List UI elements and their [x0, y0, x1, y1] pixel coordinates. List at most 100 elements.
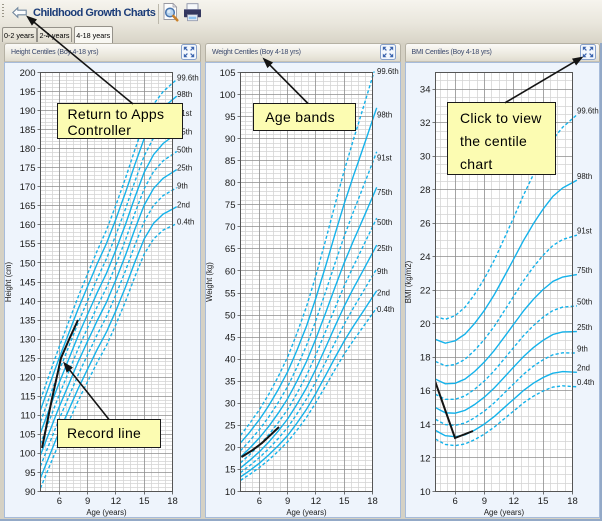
svg-text:12: 12 — [509, 496, 520, 507]
svg-text:125: 125 — [20, 354, 36, 365]
svg-text:22: 22 — [420, 286, 431, 297]
svg-text:12: 12 — [111, 496, 122, 507]
svg-text:175: 175 — [20, 163, 36, 174]
svg-text:105: 105 — [220, 68, 236, 79]
svg-text:100: 100 — [220, 90, 236, 101]
svg-text:6: 6 — [257, 496, 262, 507]
svg-text:91st: 91st — [177, 109, 193, 118]
svg-text:16: 16 — [420, 386, 431, 397]
svg-text:65: 65 — [225, 244, 236, 255]
svg-text:60: 60 — [225, 266, 236, 277]
svg-text:9th: 9th — [377, 267, 388, 276]
svg-text:BMI (kg/m2): BMI (kg/m2) — [404, 260, 413, 303]
svg-text:55: 55 — [225, 288, 236, 299]
svg-text:Age (years): Age (years) — [286, 508, 327, 517]
svg-text:18: 18 — [420, 353, 431, 364]
svg-text:90: 90 — [225, 134, 236, 145]
svg-text:130: 130 — [20, 334, 36, 345]
svg-text:70: 70 — [225, 222, 236, 233]
svg-text:0.4th: 0.4th — [177, 218, 194, 227]
svg-text:24: 24 — [420, 252, 431, 263]
svg-text:25th: 25th — [377, 244, 392, 253]
svg-text:135: 135 — [20, 315, 36, 326]
svg-text:32: 32 — [420, 118, 431, 129]
svg-text:20: 20 — [225, 443, 236, 454]
svg-text:91st: 91st — [377, 153, 393, 162]
svg-text:50th: 50th — [377, 218, 392, 227]
svg-text:95: 95 — [25, 468, 36, 479]
svg-text:6: 6 — [452, 496, 457, 507]
svg-text:10: 10 — [225, 487, 236, 498]
svg-text:15: 15 — [339, 496, 350, 507]
svg-text:170: 170 — [20, 182, 36, 193]
svg-text:14: 14 — [420, 420, 431, 431]
svg-text:20: 20 — [420, 319, 431, 330]
svg-text:Weight (kg): Weight (kg) — [205, 262, 214, 302]
svg-text:2nd: 2nd — [177, 201, 190, 210]
svg-text:98th: 98th — [377, 111, 392, 120]
svg-text:9: 9 — [482, 496, 487, 507]
svg-text:15: 15 — [225, 465, 236, 476]
svg-text:75th: 75th — [377, 188, 392, 197]
svg-text:99.6th: 99.6th — [577, 106, 599, 115]
svg-text:9: 9 — [285, 496, 290, 507]
svg-text:145: 145 — [20, 277, 36, 288]
svg-text:25: 25 — [225, 421, 236, 432]
svg-text:75: 75 — [225, 200, 236, 211]
svg-text:150: 150 — [20, 258, 36, 269]
svg-text:40: 40 — [225, 355, 236, 366]
svg-text:18: 18 — [167, 496, 178, 507]
svg-text:26: 26 — [420, 219, 431, 230]
svg-text:15: 15 — [538, 496, 549, 507]
svg-text:100: 100 — [20, 449, 36, 460]
svg-text:10: 10 — [420, 487, 431, 498]
svg-text:155: 155 — [20, 239, 36, 250]
svg-text:30: 30 — [225, 399, 236, 410]
svg-text:25th: 25th — [177, 164, 192, 173]
svg-text:50th: 50th — [177, 145, 192, 154]
svg-text:200: 200 — [20, 68, 36, 79]
svg-text:80: 80 — [225, 178, 236, 189]
svg-text:120: 120 — [20, 373, 36, 384]
svg-text:140: 140 — [20, 296, 36, 307]
svg-text:34: 34 — [420, 85, 431, 96]
svg-text:85: 85 — [225, 156, 236, 167]
svg-text:185: 185 — [20, 125, 36, 136]
svg-text:6: 6 — [57, 496, 62, 507]
svg-text:Age (years): Age (years) — [86, 508, 127, 517]
svg-text:95: 95 — [225, 112, 236, 123]
svg-text:160: 160 — [20, 220, 36, 231]
svg-text:75th: 75th — [577, 266, 592, 275]
svg-text:2nd: 2nd — [577, 364, 590, 373]
svg-text:99.6th: 99.6th — [177, 73, 199, 82]
svg-text:105: 105 — [20, 430, 36, 441]
svg-text:0.4th: 0.4th — [377, 305, 394, 314]
svg-text:99.6th: 99.6th — [377, 67, 399, 76]
svg-text:28: 28 — [420, 185, 431, 196]
svg-text:18: 18 — [567, 496, 578, 507]
svg-text:0.4th: 0.4th — [577, 378, 594, 387]
svg-text:165: 165 — [20, 201, 36, 212]
svg-text:12: 12 — [311, 496, 322, 507]
svg-text:30: 30 — [420, 152, 431, 163]
svg-text:50: 50 — [225, 310, 236, 321]
svg-text:75th: 75th — [177, 127, 192, 136]
svg-text:2nd: 2nd — [377, 289, 390, 298]
svg-text:91st: 91st — [577, 227, 593, 236]
svg-text:190: 190 — [20, 106, 36, 117]
svg-text:9: 9 — [85, 496, 90, 507]
svg-text:15: 15 — [139, 496, 150, 507]
svg-text:115: 115 — [20, 392, 35, 403]
svg-text:90: 90 — [25, 487, 36, 498]
svg-text:110: 110 — [20, 411, 35, 422]
svg-text:35: 35 — [225, 377, 236, 388]
svg-text:Height (cm): Height (cm) — [4, 261, 13, 302]
svg-text:45: 45 — [225, 332, 236, 343]
svg-text:9th: 9th — [177, 182, 188, 191]
svg-text:180: 180 — [20, 144, 36, 155]
svg-text:195: 195 — [20, 87, 36, 98]
svg-text:98th: 98th — [177, 90, 192, 99]
svg-text:9th: 9th — [577, 344, 588, 353]
svg-text:50th: 50th — [577, 297, 592, 306]
svg-text:12: 12 — [420, 453, 431, 464]
